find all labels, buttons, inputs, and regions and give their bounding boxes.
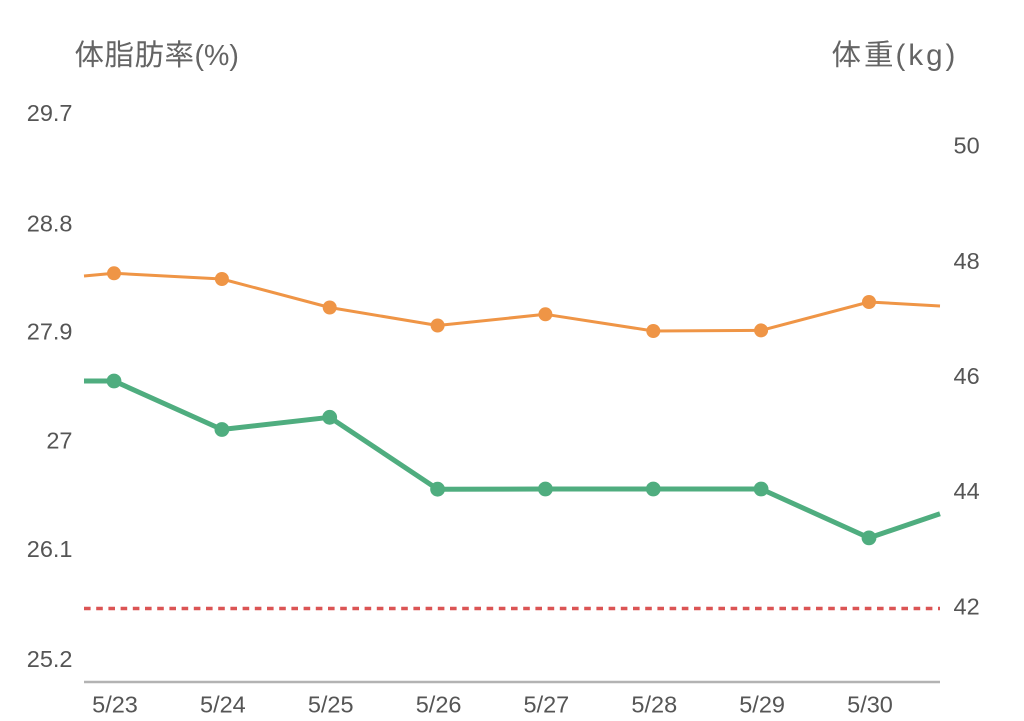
svg-text:27.9: 27.9	[27, 319, 73, 345]
svg-text:5/27: 5/27	[524, 691, 570, 717]
svg-text:5/24: 5/24	[200, 691, 246, 717]
svg-text:44: 44	[954, 478, 980, 504]
svg-text:5/23: 5/23	[92, 691, 138, 717]
svg-text:5/25: 5/25	[308, 691, 354, 717]
svg-text:27: 27	[46, 428, 72, 454]
svg-text:(kg): (kg)	[896, 39, 959, 72]
svg-text:46: 46	[954, 363, 980, 389]
svg-text:5/26: 5/26	[416, 691, 462, 717]
svg-text:50: 50	[954, 133, 980, 159]
svg-text:29.7: 29.7	[27, 100, 73, 126]
svg-text:(%): (%)	[195, 40, 239, 72]
svg-text:5/29: 5/29	[739, 691, 785, 717]
svg-text:5/28: 5/28	[631, 691, 677, 717]
svg-text:5/30: 5/30	[847, 691, 893, 717]
svg-text:42: 42	[954, 594, 980, 620]
svg-text:25.2: 25.2	[27, 646, 73, 672]
svg-text:26.1: 26.1	[27, 536, 73, 562]
svg-text:28.8: 28.8	[27, 210, 73, 236]
svg-text:48: 48	[954, 248, 980, 274]
